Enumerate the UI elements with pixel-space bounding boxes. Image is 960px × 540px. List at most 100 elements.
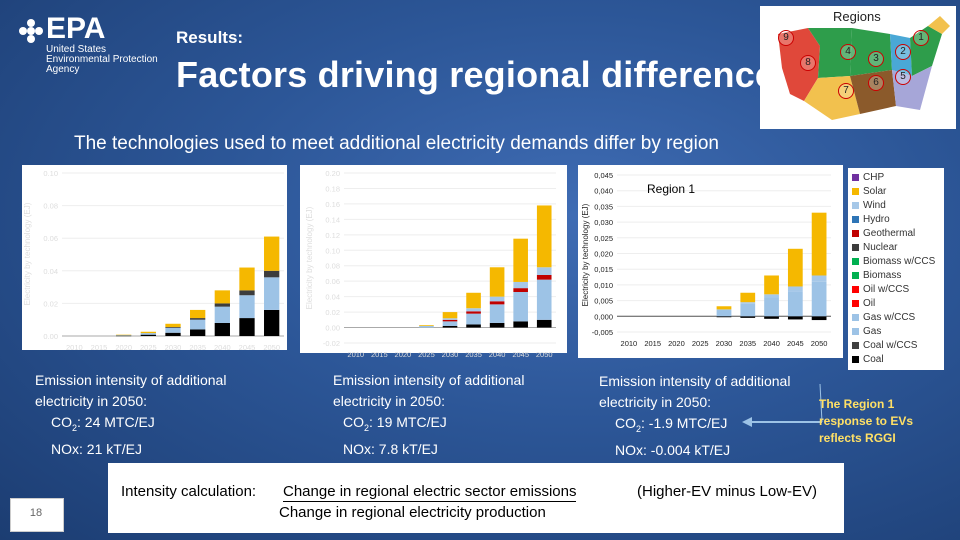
legend-swatch bbox=[852, 356, 859, 363]
bar-segment-solar bbox=[536, 205, 552, 268]
bar-segment-gas bbox=[239, 295, 255, 319]
bar-segment-wind bbox=[513, 281, 528, 289]
bar-segment-solar bbox=[764, 275, 779, 295]
y-tick-label: 0,000 bbox=[594, 312, 613, 321]
region-9-shape bbox=[778, 28, 820, 101]
legend-swatch bbox=[852, 300, 859, 307]
y-tick-label: 0,025 bbox=[594, 234, 613, 243]
x-tick-label: 2030 bbox=[165, 343, 182, 352]
bar-segment-solar bbox=[116, 334, 132, 336]
x-tick-label: 2050 bbox=[536, 350, 553, 359]
emission-block-middle: Emission intensity of additional electri… bbox=[333, 370, 524, 460]
region-8-shape bbox=[808, 28, 852, 78]
legend-item: Wind bbox=[852, 200, 886, 211]
page-title: Factors driving regional differences bbox=[176, 54, 796, 95]
page-subtitle: The technologies used to meet additional… bbox=[74, 133, 719, 154]
bar-segment-coal bbox=[811, 316, 827, 321]
nox-intensity: NOx: 21 kT/EJ bbox=[51, 440, 143, 457]
legend-item: Oil w/CCS bbox=[852, 284, 909, 295]
x-tick-label: 2020 bbox=[395, 350, 412, 359]
bar-segment-geothermal bbox=[489, 301, 505, 305]
bar-segment-geothermal bbox=[442, 319, 458, 322]
co2-intensity: CO2: -1.9 MTC/EJ bbox=[615, 415, 728, 434]
region-number-label: 3 bbox=[868, 51, 884, 67]
legend-label: Coal w/CCS bbox=[863, 340, 918, 351]
bar-segment-solar bbox=[740, 292, 756, 303]
y-tick-label: 0.00 bbox=[43, 332, 58, 341]
bar-segment-solar bbox=[239, 267, 255, 291]
bar-segment-solar bbox=[264, 236, 280, 271]
legend-item: Gas w/CCS bbox=[852, 312, 915, 323]
legend-label: Biomass w/CCS bbox=[863, 256, 936, 267]
bar-segment-wind bbox=[764, 294, 779, 298]
bar-segment-gas bbox=[536, 279, 552, 320]
legend-label: CHP bbox=[863, 172, 885, 183]
bar-segment-wind bbox=[740, 302, 756, 304]
bar-segment-gas bbox=[264, 277, 280, 310]
y-axis-label: Electricity by technology (EJ) bbox=[305, 206, 314, 309]
region-number-label: 4 bbox=[840, 44, 856, 60]
legend-item: Biomass w/CCS bbox=[852, 256, 935, 267]
legend-label: Gas w/CCS bbox=[863, 312, 916, 323]
bar-segment-gas bbox=[513, 292, 528, 322]
y-tick-label: 0.12 bbox=[325, 231, 340, 240]
y-tick-label: 0.08 bbox=[43, 202, 58, 211]
bar-segment-coal bbox=[716, 316, 732, 318]
bar-segment-coal bbox=[116, 335, 132, 337]
x-tick-label: 2040 bbox=[763, 339, 780, 348]
y-axis-label: Electricity by technology (EJ) bbox=[23, 202, 32, 305]
legend-label: Geothermal bbox=[863, 228, 916, 239]
formula-suffix: (Higher-EV minus Low-EV) bbox=[637, 483, 818, 500]
bar-segment-coal bbox=[740, 316, 756, 318]
y-tick-label: 0,030 bbox=[594, 218, 613, 227]
y-tick-label: 0,040 bbox=[594, 187, 613, 196]
y-tick-label: 0.20 bbox=[325, 169, 340, 178]
co2-intensity: CO2: 24 MTC/EJ bbox=[51, 414, 155, 433]
emission-heading: Emission intensity of additional bbox=[333, 372, 525, 388]
x-tick-label: 2030 bbox=[442, 350, 459, 359]
bar-segment-solar bbox=[489, 267, 505, 297]
bar-segment-solar bbox=[419, 325, 434, 326]
legend-label: Hydro bbox=[863, 214, 890, 225]
epa-logo: EPA United States Environmental Protecti… bbox=[0, 0, 165, 80]
x-tick-label: 2035 bbox=[739, 339, 756, 348]
y-tick-label: 0.10 bbox=[43, 169, 58, 178]
x-tick-label: 2040 bbox=[489, 350, 506, 359]
bar-segment-solar bbox=[140, 331, 156, 334]
y-tick-label: 0,020 bbox=[594, 250, 613, 259]
x-tick-label: 2010 bbox=[347, 350, 364, 359]
bar-segment-solar bbox=[442, 312, 458, 319]
formula-numerator: Change in regional electric sector emiss… bbox=[283, 483, 577, 502]
results-label: Results: bbox=[176, 28, 244, 47]
x-tick-label: 2020 bbox=[115, 343, 132, 352]
bar-segment-coal bbox=[264, 309, 280, 336]
bar-segment-coal bbox=[536, 319, 552, 328]
bar-segment-gas bbox=[442, 321, 458, 326]
legend-swatch bbox=[852, 342, 859, 349]
legend-swatch bbox=[852, 244, 859, 251]
legend-swatch bbox=[852, 188, 859, 195]
bar-segment-coal bbox=[214, 322, 230, 336]
legend-item: Geothermal bbox=[852, 228, 915, 239]
bar-segment-solar bbox=[811, 212, 827, 276]
legend-item: Biomass bbox=[852, 270, 901, 281]
y-axis-label: Electricity by technology (EJ) bbox=[581, 203, 590, 306]
x-tick-label: 2025 bbox=[418, 350, 435, 359]
x-tick-label: 2015 bbox=[91, 343, 108, 352]
chart-title: Region 1 bbox=[647, 182, 695, 196]
region-6-shape bbox=[850, 70, 896, 114]
bar-segment-geothermal bbox=[466, 311, 481, 314]
x-tick-label: 2025 bbox=[692, 339, 709, 348]
emission-heading: Emission intensity of additional bbox=[35, 372, 227, 388]
region1-note: The Region 1 response to EVs reflects RG… bbox=[819, 397, 914, 445]
bar-segment-gas bbox=[740, 303, 756, 317]
formula-box bbox=[108, 463, 844, 533]
bar-segment-gas bbox=[165, 327, 181, 333]
bar-segment-coal bbox=[764, 316, 779, 319]
bar-segment-wind bbox=[489, 296, 505, 302]
y-tick-label: -0.02 bbox=[323, 339, 340, 348]
bar-segment-gas bbox=[787, 291, 803, 317]
emission-block-left: Emission intensity of additional electri… bbox=[35, 370, 226, 460]
epa-agency-name: United States Environmental Protection A… bbox=[46, 44, 158, 75]
legend-label: Nuclear bbox=[863, 242, 898, 253]
